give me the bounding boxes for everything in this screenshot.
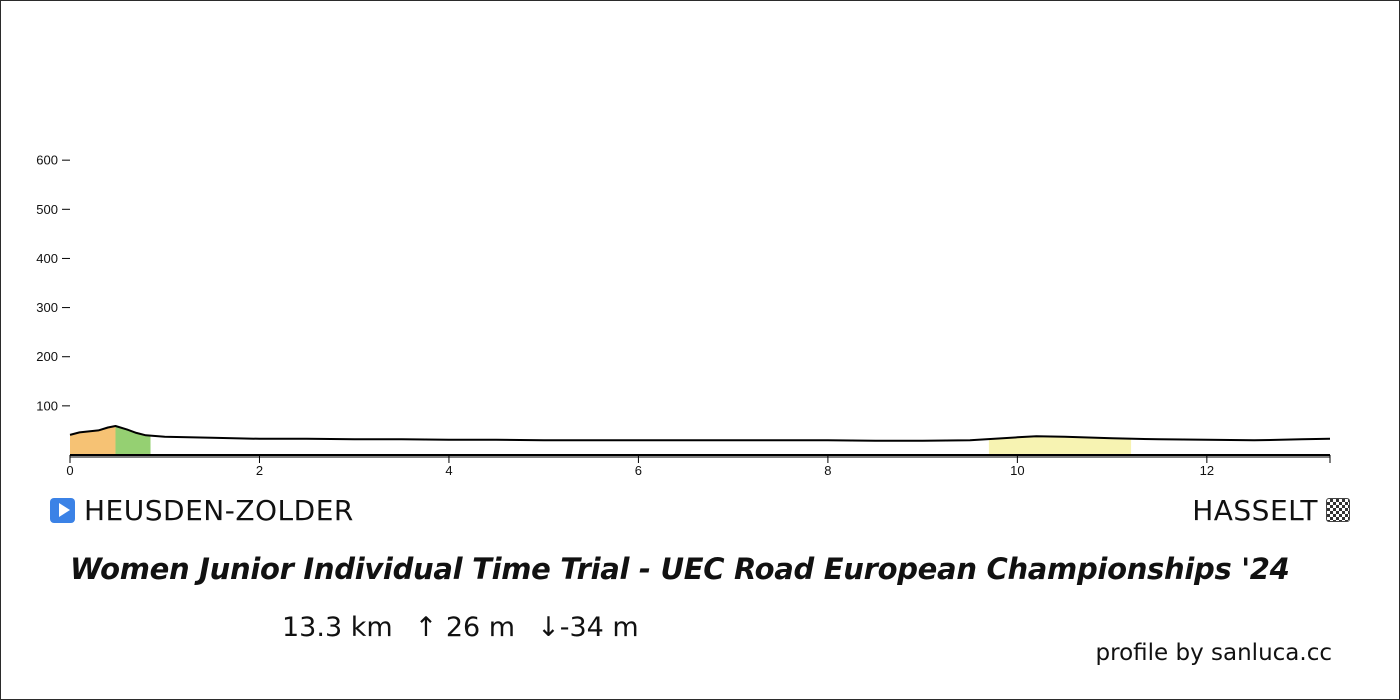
gradient-segment-2 xyxy=(988,436,1132,455)
y-tick-label-100: 100 xyxy=(36,398,58,413)
elevation-gain-value: ↑ 26 m xyxy=(414,612,516,643)
profile-credit: profile by sanluca.cc xyxy=(1095,640,1332,666)
gradient-segment-0 xyxy=(70,426,116,455)
start-location: HEUSDEN-ZOLDER xyxy=(50,490,354,530)
y-tick-label-600: 600 xyxy=(36,153,58,168)
y-tick-label-200: 200 xyxy=(36,349,58,364)
x-tick-label-4: 4 xyxy=(445,463,452,478)
x-tick-label-8: 8 xyxy=(824,463,831,478)
checkered-flag-icon xyxy=(1326,498,1350,522)
gradient-segments xyxy=(70,426,1132,455)
elevation-line xyxy=(69,425,1331,442)
y-tick-label-400: 400 xyxy=(36,251,58,266)
distance-value: 13.3 km xyxy=(282,612,393,643)
y-tick-label-500: 500 xyxy=(36,202,58,217)
play-icon xyxy=(50,497,75,523)
finish-location: HASSELT xyxy=(1192,490,1350,530)
x-tick-label-2: 2 xyxy=(256,463,263,478)
finish-location-name: HASSELT xyxy=(1192,493,1318,527)
x-tick-label-0: 0 xyxy=(66,463,73,478)
race-stats: 13.3 km ↑ 26 m ↓-34 m xyxy=(282,612,639,643)
x-tick-label-12: 12 xyxy=(1200,463,1214,478)
profile-lines xyxy=(69,425,1331,456)
elevation-loss-value: ↓-34 m xyxy=(537,612,639,643)
x-tick-label-6: 6 xyxy=(635,463,642,478)
x-tick-label-10: 10 xyxy=(1010,463,1024,478)
y-axis: 100 200 300 400 500 600 xyxy=(36,153,70,413)
elevation-profile-chart: 100 200 300 400 500 600 0 2 4 6 8 10 12 xyxy=(36,153,1331,478)
race-title: Women Junior Individual Time Trial - UEC… xyxy=(70,552,1290,586)
y-tick-label-300: 300 xyxy=(36,300,58,315)
x-axis: 0 2 4 6 8 10 12 xyxy=(66,455,1331,478)
gradient-segment-1 xyxy=(115,426,151,455)
start-location-name: HEUSDEN-ZOLDER xyxy=(84,493,354,527)
